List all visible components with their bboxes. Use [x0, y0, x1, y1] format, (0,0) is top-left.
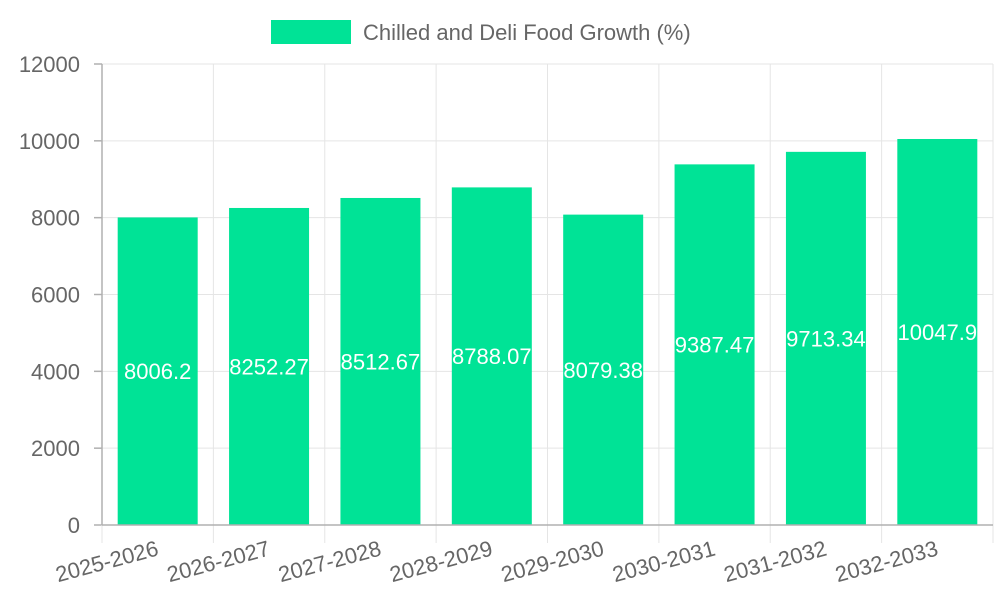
- x-tick-label: 2025-2026: [53, 536, 161, 587]
- y-tick-label: 4000: [31, 359, 80, 384]
- y-tick-label: 8000: [31, 206, 80, 231]
- bar[interactable]: [340, 197, 421, 525]
- x-tick-label: 2028-2029: [387, 536, 495, 587]
- x-tick-label: 2032-2033: [833, 536, 941, 587]
- bar-value-label: 8512.67: [341, 349, 421, 374]
- x-tick-label: 2027-2028: [276, 536, 384, 587]
- x-tick-label: 2026-2027: [164, 536, 272, 587]
- y-tick-label: 6000: [31, 283, 80, 308]
- bars-layer: 8006.2 8252.27 8512.67 8788.07 8079.38 9387.4…: [117, 138, 978, 526]
- x-tick-label: 2030-2031: [610, 536, 718, 587]
- legend-label[interactable]: Chilled and Deli Food Growth (%): [363, 20, 691, 45]
- bar[interactable]: [117, 217, 198, 526]
- bar[interactable]: [897, 138, 978, 526]
- bar-value-label: 8252.27: [229, 354, 309, 379]
- bar[interactable]: [785, 151, 866, 525]
- y-tick-label: 0: [68, 513, 80, 538]
- legend-swatch[interactable]: [271, 20, 351, 44]
- bar[interactable]: [451, 187, 532, 525]
- legend[interactable]: Chilled and Deli Food Growth (%): [271, 20, 691, 45]
- bar[interactable]: [563, 214, 644, 525]
- y-tick-label: 10000: [19, 129, 80, 154]
- y-tick-label: 2000: [31, 436, 80, 461]
- x-tick-label: 2031-2032: [721, 536, 829, 587]
- bar-value-label: 8788.07: [452, 344, 532, 369]
- bar-value-label: 9713.34: [786, 326, 866, 351]
- bar-value-label: 8079.38: [563, 358, 643, 383]
- x-tick-label: 2029-2030: [498, 536, 606, 587]
- bar-value-label: 9387.47: [675, 333, 755, 358]
- bar[interactable]: [674, 164, 755, 526]
- bar-value-label: 8006.2: [124, 359, 191, 384]
- bar[interactable]: [229, 207, 310, 526]
- bar-value-label: 10047.9: [898, 320, 978, 345]
- y-tick-label: 12000: [19, 52, 80, 77]
